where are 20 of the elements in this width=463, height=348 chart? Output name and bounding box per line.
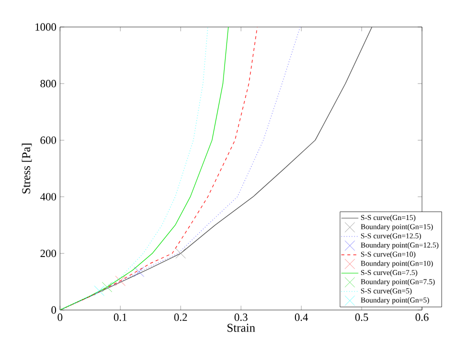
y-axis-title: Stress [Pa] — [22, 144, 32, 194]
y-tick-label: 0 — [51, 306, 56, 314]
x-tick-label: 0 — [58, 314, 62, 321]
point — [94, 286, 104, 296]
y-tick-label: 600 — [40, 136, 56, 144]
x-tick-label: 0.1 — [114, 314, 127, 321]
y-tick-label: 400 — [40, 193, 56, 200]
point — [176, 248, 186, 259]
y-tick-label: 200 — [40, 250, 56, 258]
x-tick-label: 0.4 — [294, 314, 308, 321]
x-axis-title: Strain — [228, 324, 256, 332]
point — [102, 282, 112, 292]
point — [115, 276, 126, 286]
x-tick-label: 0.2 — [174, 314, 187, 321]
point — [134, 266, 144, 277]
y-tick-label: 800 — [40, 80, 56, 88]
x-tick-label: 0.6 — [416, 314, 429, 321]
x-tick-label: 0.3 — [234, 314, 248, 321]
y-tick-label: 1000 — [36, 23, 56, 31]
x-tick-label: 0.5 — [355, 314, 368, 321]
